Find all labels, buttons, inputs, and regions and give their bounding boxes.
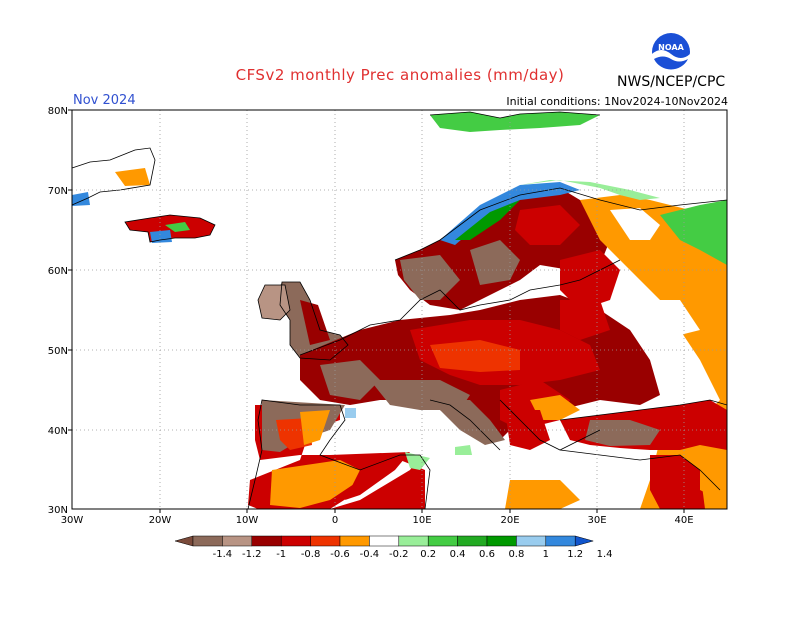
colorbar-label: 0.2 [420,549,436,560]
anomaly-fields [72,112,727,509]
lat-label: 80N [48,106,68,117]
lon-label: 30E [587,515,606,526]
forecast-month: Nov 2024 [73,93,136,108]
colorbar-swatch [486,535,517,547]
graticule [72,110,727,509]
lat-label: 50N [48,346,68,357]
colorbar-label: -1 [276,549,286,560]
colorbar-label: -0.6 [330,549,350,560]
lon-label: 0 [332,515,338,526]
colorbar-swatch [280,535,311,547]
colorbar-label: 1 [543,549,549,560]
colorbar-swatch [369,535,400,547]
lat-label: 30N [48,505,68,516]
colorbar-swatch [457,535,488,547]
colorbar-label: 0.4 [450,549,466,560]
colorbar-label: -0.2 [389,549,409,560]
lon-label: 10E [412,515,431,526]
lat-axis: 80N 70N 60N 50N 40N 30N [48,106,72,516]
colorbar-swatch [310,535,341,547]
map-area [71,109,728,510]
lat-label: 40N [48,426,68,437]
colorbar-label: 0.8 [508,549,524,560]
agency-label: NWS/NCEP/CPC [617,74,726,90]
lat-label: 60N [48,266,68,277]
lon-label: 20E [500,515,519,526]
colorbar-label: 1.4 [597,549,613,560]
colorbar-arrow-right [574,535,595,547]
colorbar-swatch [251,535,282,547]
colorbar-label: -1.4 [213,549,233,560]
noaa-logo-icon: NOAA [652,33,690,72]
colorbar-label: -0.8 [301,549,321,560]
colorbar-swatch [192,535,223,547]
lon-label: 30W [61,515,84,526]
colorbar-swatch [516,535,547,547]
colorbar-swatch [398,535,429,547]
map-title: CFSv2 monthly Prec anomalies (mm/day) [235,66,565,84]
lon-label: 40E [674,515,693,526]
lon-label: 20W [149,515,172,526]
lon-label: 10W [236,515,259,526]
colorbar-arrow-left [174,535,194,547]
colorbar-label: -0.4 [360,549,380,560]
colorbar-swatch [222,535,253,547]
map-frame [71,109,728,510]
colorbar-label: 0.6 [479,549,495,560]
colorbar-label: -1.2 [242,549,262,560]
colorbar-swatch [427,535,458,547]
colorbar: -1.4 -1.2 -1 -0.8 -0.6 -0.4 -0.2 0.2 0.4 0.6 0.8 1 1… [174,535,613,560]
lon-axis: 30W 20W 10W 0 10E 20E 30E 40E [61,509,694,526]
svg-text:NOAA: NOAA [658,43,684,52]
initial-conditions: Initial conditions: 1Nov2024-10Nov2024 [506,95,728,108]
lat-label: 70N [48,186,68,197]
colorbar-label: 1.2 [567,549,583,560]
coastlines [71,111,728,510]
colorbar-swatch [339,535,370,547]
colorbar-swatch [545,535,576,547]
